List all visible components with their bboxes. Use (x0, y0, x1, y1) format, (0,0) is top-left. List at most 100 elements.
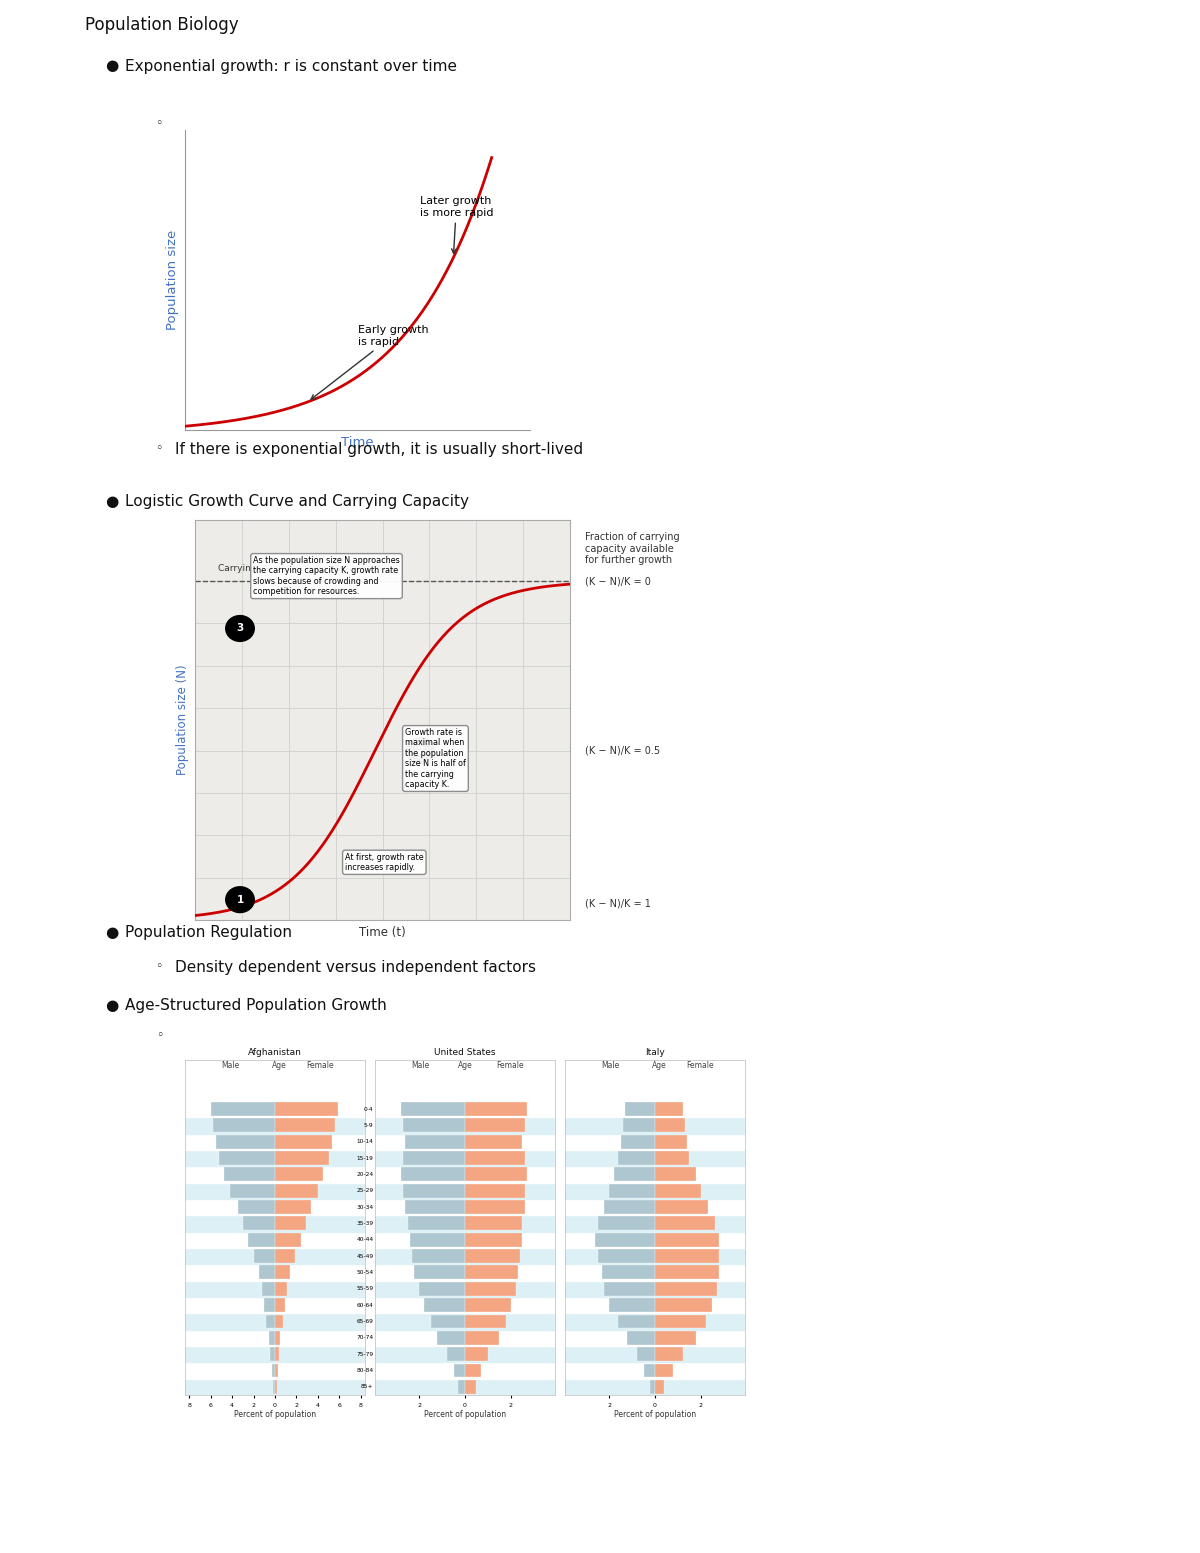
Text: 3: 3 (236, 623, 244, 634)
Bar (466, 1216, 522, 1230)
Text: ◦: ◦ (155, 443, 162, 455)
Bar (185, 1249, 365, 1264)
Bar (272, 1381, 275, 1393)
Text: Age-Structured Population Growth: Age-Structured Population Growth (125, 999, 386, 1013)
Bar (414, 1266, 466, 1280)
Bar (650, 1381, 655, 1393)
Circle shape (226, 615, 254, 641)
Text: Male: Male (221, 1061, 239, 1070)
Bar (466, 1168, 527, 1182)
Bar (565, 1249, 745, 1264)
Bar (598, 1216, 655, 1230)
Bar (185, 1216, 365, 1232)
Bar (406, 1135, 466, 1149)
Bar (259, 1266, 275, 1280)
Bar (655, 1233, 719, 1247)
Bar (613, 1168, 655, 1182)
Bar (466, 1266, 518, 1280)
Bar (275, 1364, 278, 1378)
Bar (275, 1183, 318, 1197)
X-axis label: Time: Time (341, 435, 374, 449)
Bar (565, 1264, 745, 1281)
Bar (643, 1364, 655, 1378)
Text: ◦: ◦ (155, 116, 162, 130)
X-axis label: Percent of population: Percent of population (614, 1410, 696, 1419)
Bar (216, 1135, 275, 1149)
Bar (374, 1182, 554, 1199)
Bar (565, 1329, 745, 1346)
Bar (565, 1149, 745, 1166)
Bar (185, 1314, 365, 1329)
Bar (275, 1135, 331, 1149)
Text: If there is exponential growth, it is usually short-lived: If there is exponential growth, it is us… (175, 443, 583, 457)
Bar (412, 1249, 466, 1263)
Bar (620, 1135, 655, 1149)
Bar (403, 1183, 466, 1197)
Bar (185, 1346, 365, 1362)
Bar (238, 1200, 275, 1214)
Bar (408, 1216, 466, 1230)
Bar (374, 1264, 554, 1281)
X-axis label: Time (t): Time (t) (359, 926, 406, 938)
Bar (271, 1364, 275, 1378)
Bar (185, 1149, 365, 1166)
Bar (565, 1281, 745, 1297)
Bar (466, 1314, 506, 1328)
Text: Logistic Growth Curve and Carrying Capacity: Logistic Growth Curve and Carrying Capac… (125, 494, 469, 509)
Text: As the population size N approaches
the carrying capacity K, growth rate
slows b: As the population size N approaches the … (253, 556, 400, 596)
Bar (424, 1298, 466, 1312)
Bar (275, 1381, 277, 1393)
Text: Growth rate is
maximal when
the population
size N is half of
the carrying
capaci: Growth rate is maximal when the populati… (406, 728, 466, 789)
Bar (466, 1281, 516, 1295)
Text: Age: Age (272, 1061, 287, 1070)
Bar (655, 1281, 716, 1295)
Bar (220, 1151, 275, 1165)
Bar (618, 1151, 655, 1165)
Bar (275, 1298, 284, 1312)
Text: ●: ● (106, 999, 119, 1013)
Bar (374, 1199, 554, 1216)
Bar (185, 1281, 365, 1297)
Bar (406, 1200, 466, 1214)
Bar (374, 1362, 554, 1379)
Bar (185, 1101, 365, 1117)
Bar (374, 1166, 554, 1182)
Bar (374, 1379, 554, 1395)
Text: Population Biology: Population Biology (85, 16, 239, 34)
Bar (565, 1297, 745, 1314)
X-axis label: Percent of population: Percent of population (424, 1410, 506, 1419)
Bar (275, 1103, 338, 1117)
Bar (374, 1232, 554, 1249)
Bar (565, 1134, 745, 1149)
Bar (655, 1314, 706, 1328)
Text: Afghanistan: Afghanistan (248, 1048, 302, 1056)
Text: At first, growth rate
increases rapidly.: At first, growth rate increases rapidly. (346, 853, 424, 871)
Text: Population Regulation: Population Regulation (125, 926, 292, 940)
Bar (655, 1346, 683, 1360)
Text: ◦: ◦ (155, 960, 162, 974)
X-axis label: Percent of population: Percent of population (234, 1410, 316, 1419)
Bar (565, 1216, 745, 1232)
Bar (374, 1297, 554, 1314)
Circle shape (406, 738, 434, 764)
Bar (275, 1118, 335, 1132)
Bar (655, 1118, 685, 1132)
Bar (266, 1314, 275, 1328)
Bar (618, 1314, 655, 1328)
Bar (275, 1200, 312, 1214)
Bar (628, 1331, 655, 1345)
Bar (403, 1118, 466, 1132)
Bar (565, 1117, 745, 1134)
Bar (655, 1364, 673, 1378)
Bar (565, 1166, 745, 1182)
Text: Early growth
is rapid: Early growth is rapid (311, 325, 428, 399)
Bar (655, 1298, 713, 1312)
Bar (565, 1182, 745, 1199)
Text: 1: 1 (236, 895, 244, 905)
Bar (605, 1281, 655, 1295)
Bar (275, 1249, 295, 1263)
Bar (185, 1362, 365, 1379)
Bar (655, 1168, 696, 1182)
Bar (374, 1314, 554, 1329)
Bar (466, 1118, 524, 1132)
